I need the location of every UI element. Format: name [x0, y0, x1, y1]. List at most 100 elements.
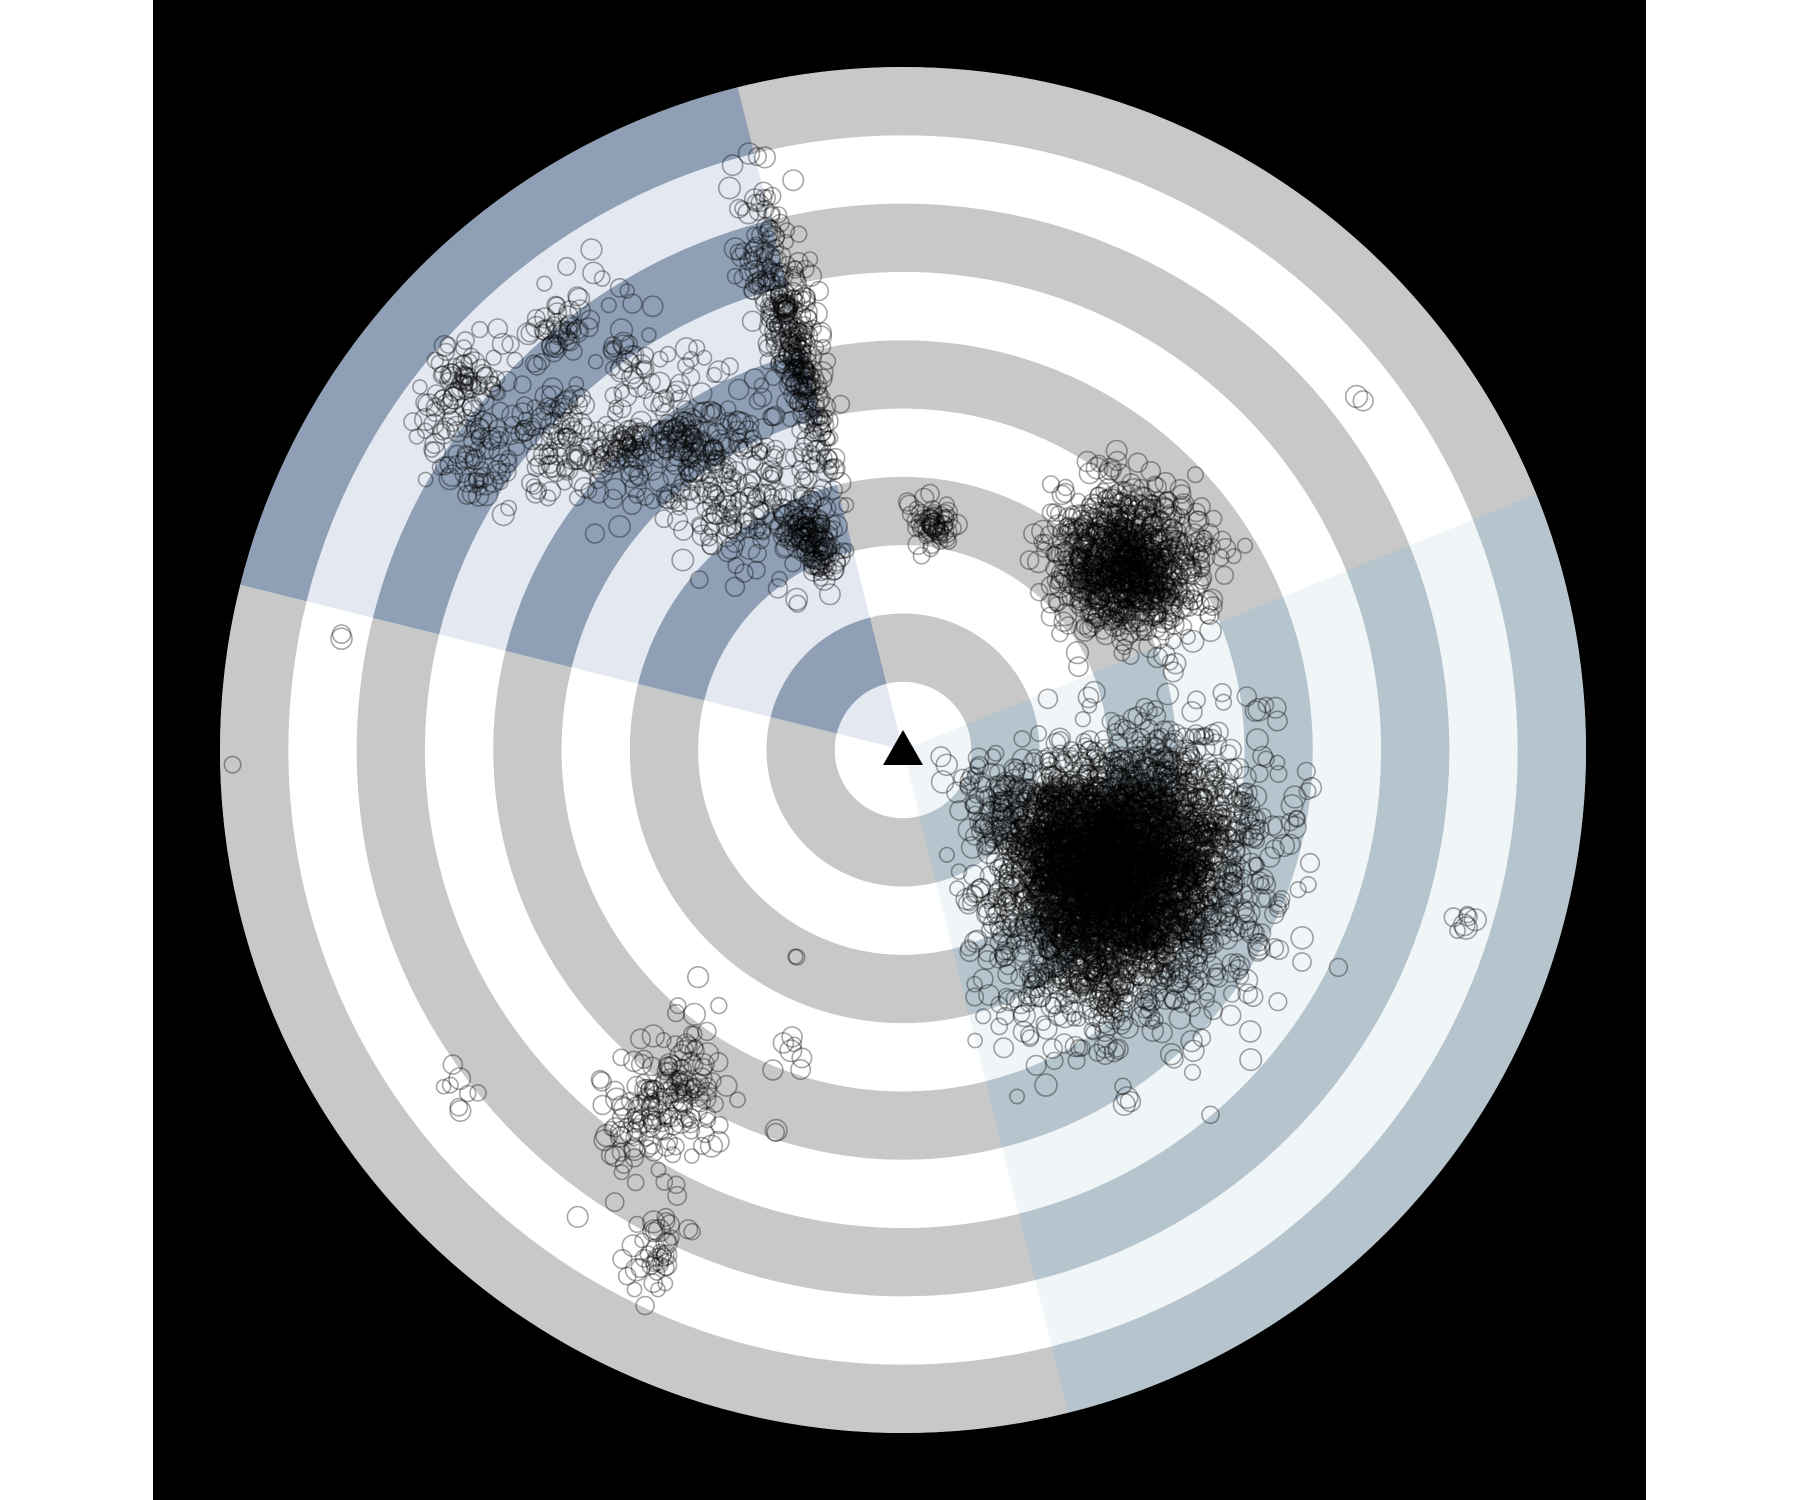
- data-point: [1087, 933, 1109, 954]
- data-point: [1105, 820, 1123, 837]
- data-point: [1264, 839, 1285, 860]
- data-point: [1168, 901, 1190, 924]
- data-point: [1090, 876, 1107, 893]
- data-point: [1070, 972, 1093, 995]
- sector-2-band-1: [886, 681, 967, 750]
- data-point: [1104, 878, 1123, 897]
- data-point: [1129, 812, 1149, 832]
- data-point: [1097, 863, 1115, 881]
- data-point: [1104, 757, 1127, 780]
- data-point: [1050, 831, 1070, 851]
- data-point: [1055, 907, 1078, 930]
- data-point: [1048, 897, 1072, 922]
- data-point: [1108, 924, 1131, 948]
- sector-1-band-2: [770, 617, 887, 734]
- data-point: [978, 943, 997, 963]
- data-point: [1007, 758, 1027, 778]
- data-point: [1150, 937, 1167, 954]
- data-point: [1098, 751, 1119, 772]
- data-point: [1095, 940, 1119, 964]
- data-point: [1118, 804, 1141, 826]
- data-point: [1026, 785, 1046, 806]
- data-point: [1193, 797, 1213, 817]
- data-point: [1039, 918, 1058, 937]
- data-point: [1083, 934, 1106, 957]
- data-point: [1195, 759, 1220, 784]
- data-point: [1134, 827, 1157, 850]
- data-point: [1088, 812, 1108, 831]
- data-point: [1056, 826, 1078, 848]
- data-point: [1087, 910, 1107, 930]
- data-point: [1033, 916, 1056, 938]
- data-point: [1078, 838, 1097, 858]
- data-point: [1022, 883, 1044, 904]
- sector-3-band-8: [1018, 545, 1450, 1281]
- data-point: [1203, 827, 1225, 849]
- data-point: [1103, 897, 1124, 919]
- data-point: [1129, 818, 1152, 841]
- data-point: [1184, 728, 1202, 746]
- sector-4-band-2: [766, 716, 937, 887]
- data-point: [1054, 926, 1075, 947]
- data-point: [1073, 844, 1092, 862]
- data-point: [1108, 834, 1129, 854]
- data-point: [1027, 859, 1047, 878]
- data-point: [1032, 868, 1053, 890]
- data-point: [1170, 974, 1190, 993]
- data-point: [1101, 855, 1120, 874]
- data-point: [1053, 923, 1072, 941]
- data-point: [1172, 995, 1191, 1014]
- sector-2-band-2: [869, 613, 1030, 725]
- data-point: [1113, 877, 1135, 900]
- data-point: [1133, 996, 1156, 1019]
- data-point: [1100, 871, 1119, 891]
- data-point: [1037, 971, 1061, 995]
- data-point: [1064, 826, 1081, 843]
- data-point: [1139, 909, 1157, 927]
- data-point: [1090, 877, 1113, 900]
- data-point: [1093, 802, 1112, 822]
- data-point: [1181, 888, 1201, 907]
- sector-2-band-7: [787, 271, 1347, 597]
- data-point: [1051, 777, 1069, 795]
- data-points: [223, 142, 1487, 1316]
- data-point: [1116, 874, 1133, 891]
- data-point: [1097, 918, 1117, 937]
- data-point: [1191, 859, 1215, 883]
- data-point: [1048, 843, 1067, 862]
- data-point: [1210, 861, 1228, 879]
- data-point: [1131, 748, 1154, 771]
- data-point: [1110, 869, 1131, 890]
- data-point: [1053, 923, 1077, 946]
- data-point: [1233, 803, 1251, 821]
- data-point: [1184, 922, 1207, 946]
- data-point: [1057, 774, 1075, 793]
- data-point: [1192, 824, 1214, 846]
- data-point: [1107, 830, 1127, 850]
- data-point: [1089, 931, 1110, 952]
- data-point: [1061, 793, 1080, 812]
- data-point: [1096, 997, 1117, 1018]
- data-point: [1037, 927, 1058, 948]
- data-point: [1049, 833, 1069, 853]
- data-point: [1251, 888, 1271, 909]
- data-point: [1091, 849, 1108, 867]
- data-point: [1144, 927, 1163, 946]
- data-point: [1161, 894, 1179, 911]
- data-point: [1081, 808, 1100, 827]
- data-point: [1194, 841, 1215, 863]
- data-point: [1147, 790, 1169, 812]
- data-point: [1069, 1038, 1089, 1058]
- data-point: [1141, 770, 1165, 794]
- data-point: [1172, 897, 1195, 920]
- data-point: [1042, 901, 1064, 923]
- data-point: [1161, 882, 1185, 906]
- data-point: [1083, 1021, 1102, 1040]
- data-point: [1107, 913, 1129, 935]
- data-point: [1090, 772, 1114, 796]
- data-point: [1138, 938, 1155, 955]
- data-point: [1122, 842, 1143, 863]
- data-point: [1034, 1073, 1058, 1097]
- data-point: [1147, 861, 1168, 883]
- data-point: [1032, 766, 1054, 789]
